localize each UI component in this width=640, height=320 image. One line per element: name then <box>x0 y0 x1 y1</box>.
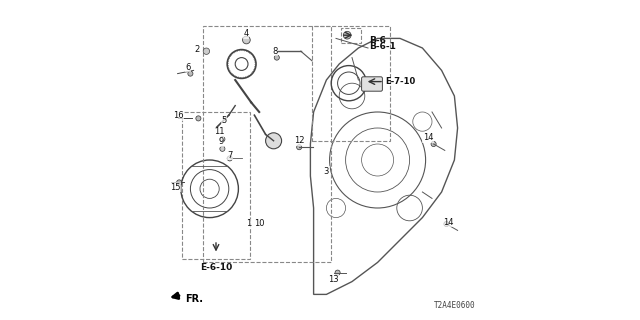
Circle shape <box>220 137 225 142</box>
Text: 11: 11 <box>214 127 225 136</box>
Circle shape <box>196 116 201 121</box>
Text: FR.: FR. <box>186 294 204 304</box>
Text: 7: 7 <box>227 151 232 160</box>
Circle shape <box>177 180 182 185</box>
Circle shape <box>243 36 250 44</box>
Text: 9: 9 <box>219 137 224 146</box>
Text: E-6-10: E-6-10 <box>200 263 232 272</box>
Circle shape <box>335 270 340 275</box>
Text: 16: 16 <box>173 111 184 120</box>
Circle shape <box>444 221 449 227</box>
Circle shape <box>297 145 302 150</box>
Text: T2A4E0600: T2A4E0600 <box>433 301 475 310</box>
Circle shape <box>431 141 436 147</box>
Circle shape <box>220 146 225 151</box>
Text: 15: 15 <box>170 183 180 192</box>
Circle shape <box>275 55 280 60</box>
Text: 10: 10 <box>254 220 264 228</box>
Text: 4: 4 <box>243 29 248 38</box>
Circle shape <box>344 31 351 39</box>
Text: 6: 6 <box>185 63 191 72</box>
Text: B-6: B-6 <box>370 36 387 44</box>
Circle shape <box>266 133 282 149</box>
Text: 1: 1 <box>246 220 252 228</box>
Text: 8: 8 <box>273 47 278 56</box>
Text: B-6-1: B-6-1 <box>370 42 396 51</box>
Text: 3: 3 <box>324 167 329 176</box>
Circle shape <box>227 156 232 161</box>
Text: 14: 14 <box>443 218 453 227</box>
Circle shape <box>204 48 210 54</box>
Text: E-7-10: E-7-10 <box>385 77 416 86</box>
Text: 2: 2 <box>194 45 200 54</box>
Text: 13: 13 <box>328 275 339 284</box>
Circle shape <box>188 71 193 76</box>
Text: 12: 12 <box>294 136 305 145</box>
Text: 5: 5 <box>221 116 227 124</box>
Text: 14: 14 <box>423 133 433 142</box>
FancyBboxPatch shape <box>362 77 383 91</box>
